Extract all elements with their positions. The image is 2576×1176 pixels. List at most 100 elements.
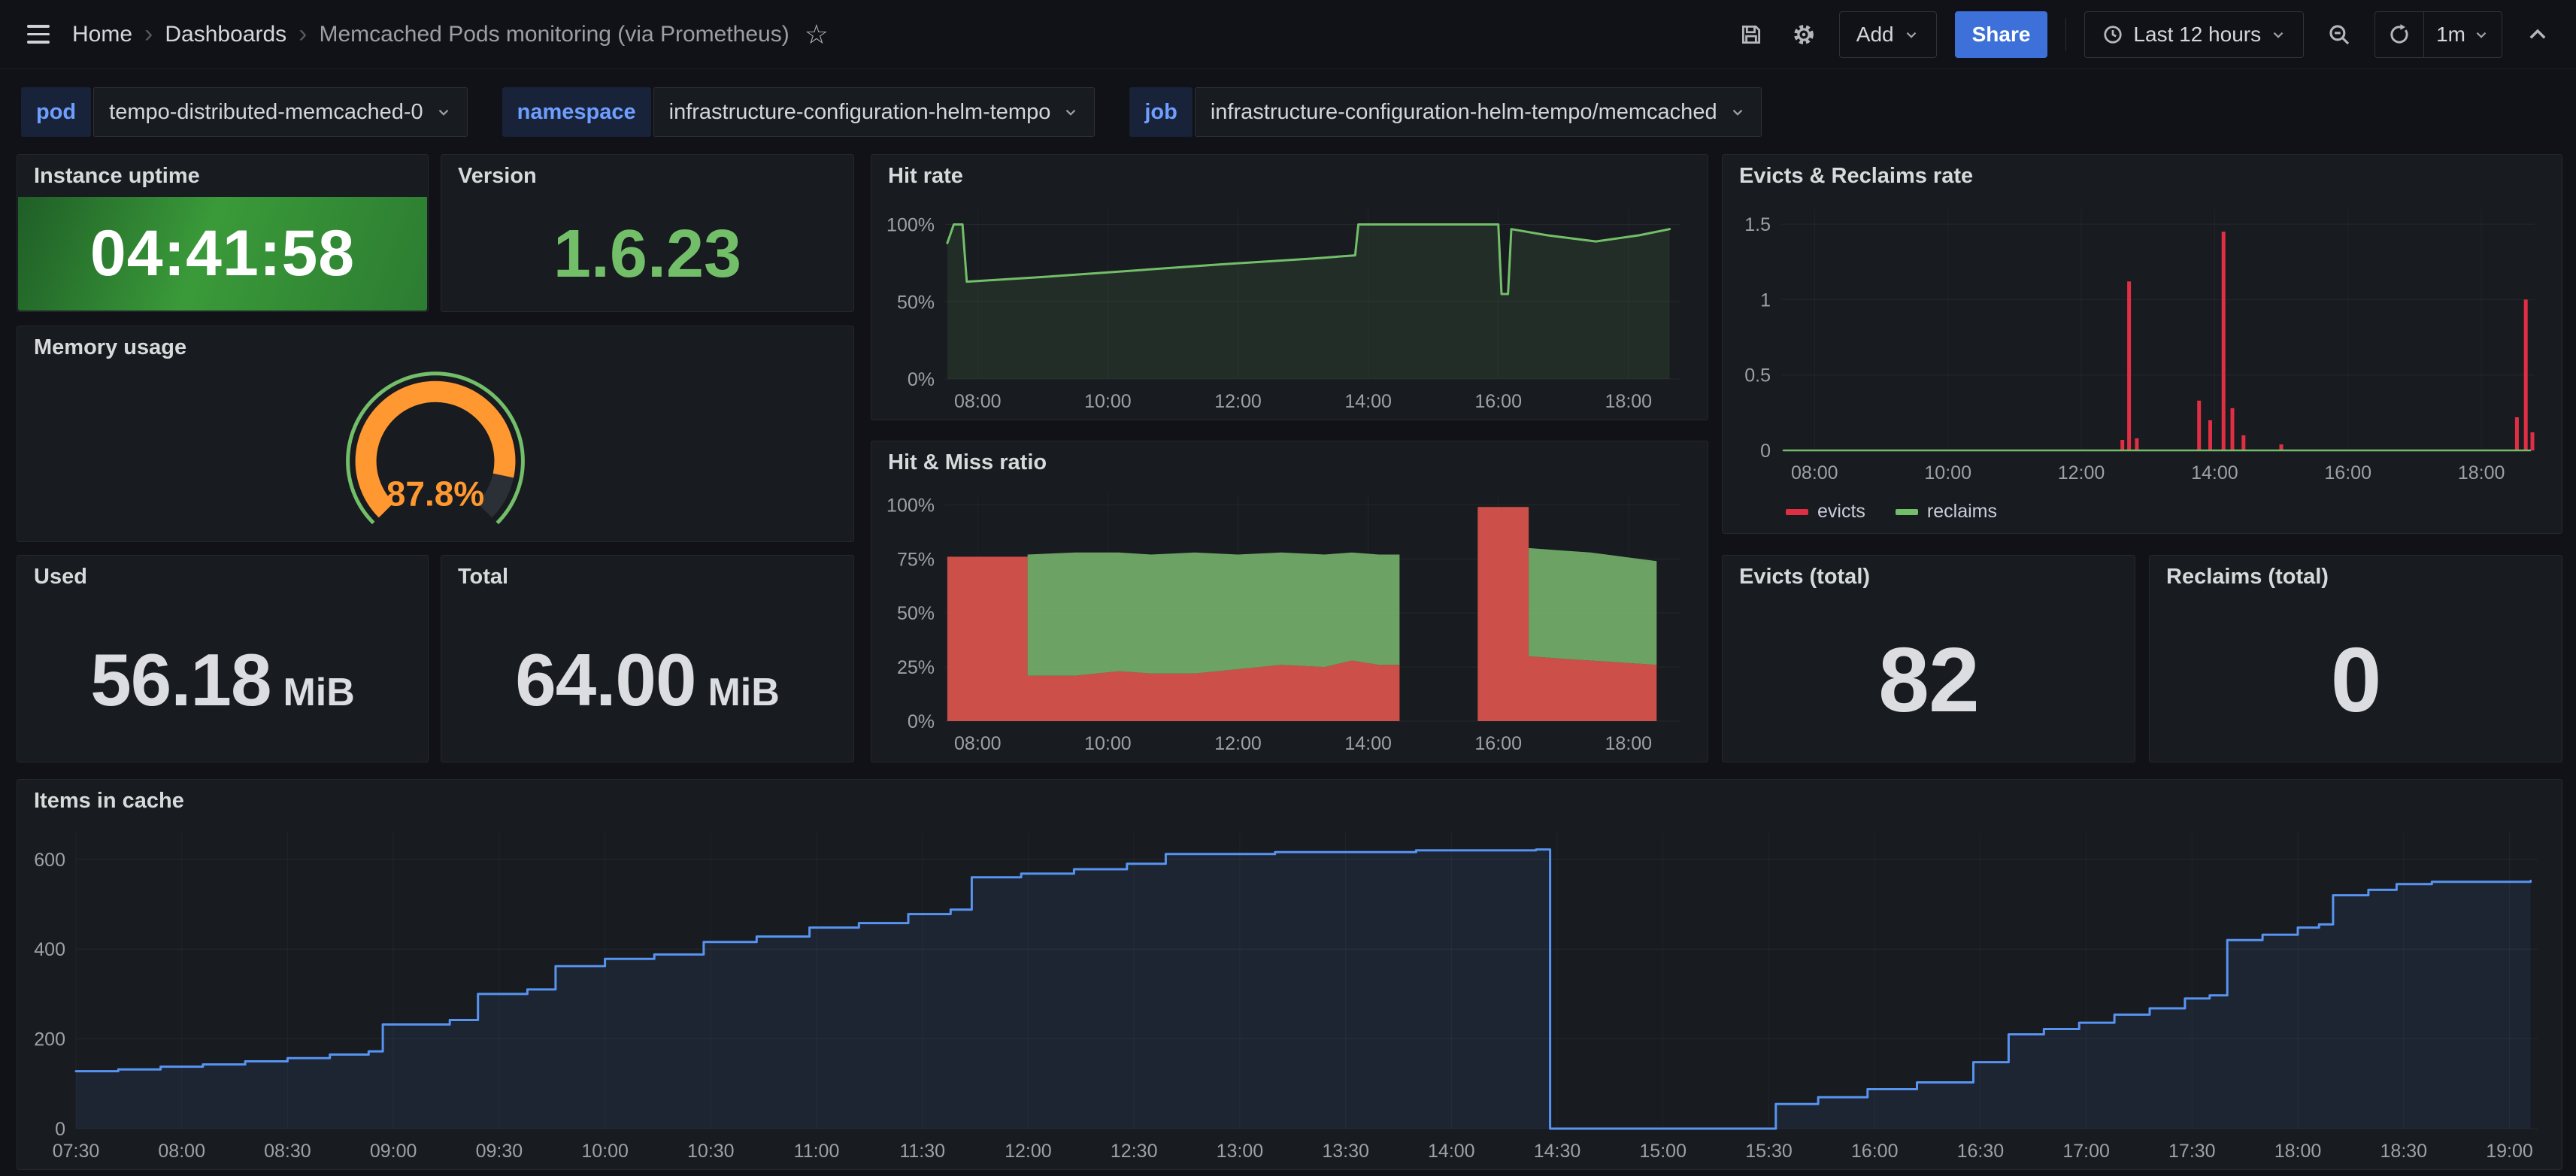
svg-text:09:00: 09:00	[370, 1141, 417, 1162]
svg-text:13:30: 13:30	[1322, 1141, 1369, 1162]
panel-title[interactable]: Items in cache	[34, 789, 184, 813]
svg-text:14:30: 14:30	[1534, 1141, 1581, 1162]
svg-text:18:00: 18:00	[1605, 391, 1653, 412]
version-value: 1.6.23	[553, 216, 742, 292]
zoom-out-time-button[interactable]	[2322, 17, 2356, 52]
panel-title[interactable]: Memory usage	[34, 335, 187, 359]
panel-hit-rate: Hit rate 08:00 10:00 12:00 14:00 16:00 18:00 0…	[871, 154, 1708, 420]
svg-text:16:00: 16:00	[1474, 391, 1522, 412]
favorite-star-icon[interactable]: ☆	[804, 18, 829, 50]
used-unit: MiB	[283, 670, 355, 714]
refresh-interval-label: 1m	[2436, 22, 2465, 46]
breadcrumb-home[interactable]: Home	[72, 21, 133, 47]
memory-usage-gauge: 87.8%	[17, 368, 853, 534]
dashboard-settings-button[interactable]	[1787, 17, 1821, 52]
chevron-down-icon	[438, 109, 448, 116]
refresh-interval-dropdown[interactable]: 1m	[2423, 11, 2502, 57]
refresh-controls: 1m	[2374, 11, 2502, 58]
breadcrumb-separator: ›	[144, 20, 153, 48]
collapse-top-bar-button[interactable]	[2520, 17, 2555, 52]
variable-value-namespace[interactable]: infrastructure-configuration-helm-tempo	[653, 87, 1096, 137]
svg-text:16:00: 16:00	[1851, 1141, 1899, 1162]
total-unit: MiB	[708, 670, 780, 714]
variable-label-pod: pod	[21, 87, 92, 137]
uptime-value: 04:41:58	[89, 217, 356, 289]
svg-text:08:00: 08:00	[954, 391, 1002, 412]
svg-text:14:00: 14:00	[2191, 462, 2238, 483]
svg-text:0%: 0%	[908, 711, 935, 732]
time-range-label: Last 12 hours	[2133, 22, 2262, 46]
panel-title[interactable]: Hit rate	[888, 164, 963, 188]
variable-value-pod[interactable]: tempo-distributed-memcached-0	[93, 87, 468, 137]
evicts-reclaims-chart[interactable]: 08:00 10:00 12:00 14:00 16:00 18:00 0 0.5 1 1.5	[1727, 197, 2557, 485]
svg-text:15:30: 15:30	[1745, 1141, 1793, 1162]
panel-instance-uptime: Instance uptime 04:41:58	[17, 154, 429, 312]
svg-text:12:30: 12:30	[1111, 1141, 1158, 1162]
svg-text:10:30: 10:30	[687, 1141, 735, 1162]
panel-title[interactable]: Evicts (total)	[1739, 565, 1871, 589]
breadcrumb-current-dashboard: Memcached Pods monitoring (via Prometheu…	[319, 21, 789, 47]
items-in-cache-chart[interactable]: 07:30 08:00 08:30 09:00 09:30 10:00 10:30 11:00…	[22, 822, 2557, 1163]
panel-items-in-cache: Items in cache 07:30 08:00 08:30 09:00 09:30…	[17, 779, 2562, 1170]
nav-right: Add Share Last 12 hours	[1734, 11, 2555, 58]
panel-hit-miss-ratio: Hit & Miss ratio 08:00 10:00 12:00 14:00 16:…	[871, 441, 1708, 762]
svg-text:08:30: 08:30	[264, 1141, 311, 1162]
time-range-picker[interactable]: Last 12 hours	[2084, 11, 2305, 58]
variable-value-text: infrastructure-configuration-helm-tempo/…	[1210, 99, 1717, 124]
add-button[interactable]: Add	[1838, 11, 1937, 58]
panel-title[interactable]: Total	[458, 565, 509, 589]
template-variables-row: pod tempo-distributed-memcached-0 namesp…	[21, 87, 1762, 137]
legend-swatch-evicts	[1786, 508, 1808, 515]
svg-text:200: 200	[34, 1029, 65, 1050]
hit-miss-ratio-chart[interactable]: 08:00 10:00 12:00 14:00 16:00 18:00 0% 25% 50% 75…	[876, 483, 1703, 756]
menu-toggle-button[interactable]	[21, 17, 56, 52]
top-nav: Home › Dashboards › Memcached Pods monit…	[0, 0, 2576, 69]
hit-rate-chart[interactable]: 08:00 10:00 12:00 14:00 16:00 18:00 0% 50% 100%	[876, 197, 1703, 414]
svg-text:0%: 0%	[908, 369, 935, 390]
panel-evicts-reclaims-rate: Evicts & Reclaims rate 08:00 10:00 12:00 14…	[1722, 154, 2562, 534]
panel-version: Version 1.6.23	[441, 154, 854, 312]
svg-text:10:00: 10:00	[1084, 391, 1132, 412]
svg-text:400: 400	[34, 939, 65, 960]
legend-item-reclaims[interactable]: reclaims	[1895, 501, 1997, 523]
panel-title[interactable]: Used	[34, 565, 87, 589]
svg-text:08:00: 08:00	[954, 733, 1002, 754]
svg-text:19:00: 19:00	[2486, 1141, 2533, 1162]
refresh-button[interactable]	[2375, 12, 2423, 57]
svg-text:08:00: 08:00	[1791, 462, 1838, 483]
panel-title[interactable]: Hit & Miss ratio	[888, 450, 1047, 474]
panel-title[interactable]: Reclaims (total)	[2166, 565, 2329, 589]
nav-left: Home › Dashboards › Memcached Pods monit…	[21, 17, 829, 52]
panel-title[interactable]: Version	[458, 164, 537, 188]
panel-title[interactable]: Instance uptime	[34, 164, 200, 188]
variable-label-namespace: namespace	[502, 87, 651, 137]
chevron-down-icon	[1906, 32, 1916, 38]
clock-icon	[2104, 25, 2123, 44]
legend-item-evicts[interactable]: evicts	[1786, 501, 1865, 523]
svg-text:10:00: 10:00	[581, 1141, 629, 1162]
stacked-area-chart: 08:00 10:00 12:00 14:00 16:00 18:00 0% 25% 50% 75…	[886, 494, 1680, 754]
variable-pod: pod tempo-distributed-memcached-0	[21, 87, 468, 137]
evicts-total-value: 82	[1878, 629, 1980, 731]
svg-text:12:00: 12:00	[2058, 462, 2105, 483]
breadcrumb-separator: ›	[299, 20, 308, 48]
svg-text:87.8%: 87.8%	[386, 474, 484, 513]
share-button-label: Share	[1971, 22, 2031, 46]
share-button[interactable]: Share	[1954, 11, 2048, 58]
svg-text:10:00: 10:00	[1924, 462, 1971, 483]
breadcrumb-dashboards[interactable]: Dashboards	[165, 21, 287, 47]
zoom-out-icon	[2329, 24, 2350, 44]
variable-value-job[interactable]: infrastructure-configuration-helm-tempo/…	[1194, 87, 1762, 137]
svg-text:13:00: 13:00	[1217, 1141, 1264, 1162]
save-dashboard-button[interactable]	[1734, 17, 1768, 52]
save-icon	[1741, 25, 1760, 44]
variable-label-job: job	[1129, 87, 1193, 137]
svg-text:18:00: 18:00	[2274, 1141, 2322, 1162]
variable-value-text: tempo-distributed-memcached-0	[109, 99, 423, 124]
svg-text:0: 0	[55, 1119, 65, 1140]
used-value: 56.18	[90, 638, 271, 721]
gear-icon	[1793, 24, 1814, 44]
panel-memory-usage: Memory usage 87.8%	[17, 326, 854, 542]
panel-title[interactable]: Evicts & Reclaims rate	[1739, 164, 1974, 188]
